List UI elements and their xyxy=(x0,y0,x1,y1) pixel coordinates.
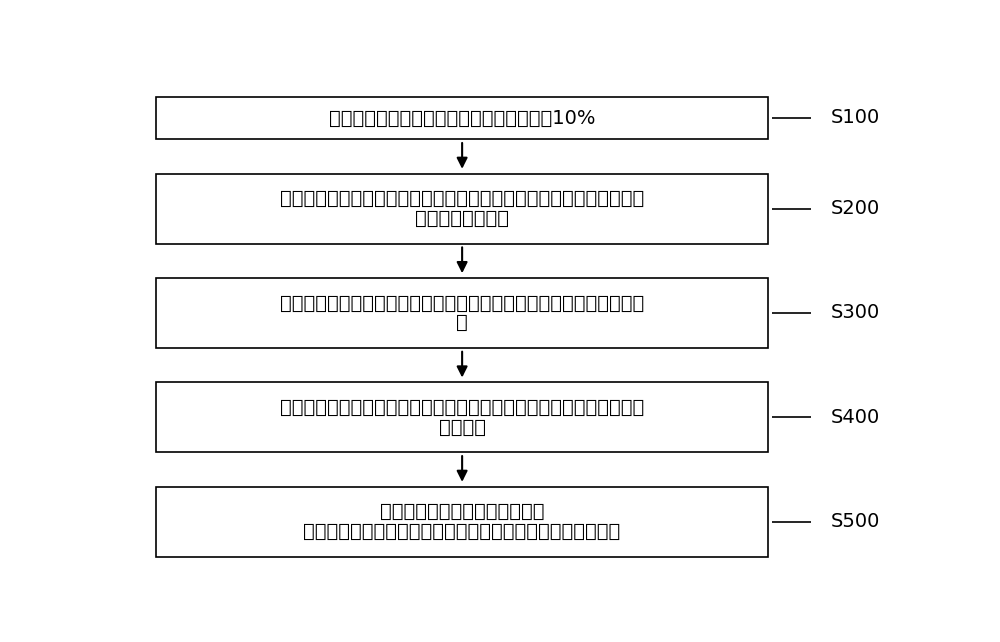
Text: 理: 理 xyxy=(456,313,468,332)
Text: 通过设置不同剂量的电子束对封装后的所述核桃青皮粉末进行辐照预处: 通过设置不同剂量的电子束对封装后的所述核桃青皮粉末进行辐照预处 xyxy=(280,293,644,313)
Text: S200: S200 xyxy=(830,199,880,218)
Text: 对预处理后的所述核桃青皮粉末按照预定条件进行超声提取，获得核桃: 对预处理后的所述核桃青皮粉末按照预定条件进行超声提取，获得核桃 xyxy=(280,398,644,417)
Text: 后，进行均匀封装: 后，进行均匀封装 xyxy=(415,209,509,228)
Text: S100: S100 xyxy=(830,108,880,128)
Text: 对晉晒后的所述核桃青皮进行研磨，控制核桃青皮粉末到预定目数范围: 对晉晒后的所述核桃青皮进行研磨，控制核桃青皮粉末到预定目数范围 xyxy=(280,189,644,208)
Bar xyxy=(156,487,768,557)
Bar xyxy=(156,97,768,139)
Text: S400: S400 xyxy=(830,408,880,427)
Text: S300: S300 xyxy=(830,304,880,322)
Text: 进行冷却、离心、浓缩，干燥，获得核桃青皮中的黄酮提取物: 进行冷却、离心、浓缩，干燥，获得核桃青皮中的黄酮提取物 xyxy=(304,522,621,541)
Text: 对核桃青皮进行清洗、晉晒至水分得率低于10%: 对核桃青皮进行清洗、晉晒至水分得率低于10% xyxy=(329,108,595,128)
Text: S500: S500 xyxy=(830,512,880,531)
Bar xyxy=(156,383,768,452)
Text: 青皮溶液: 青皮溶液 xyxy=(439,417,486,437)
Bar xyxy=(156,173,768,243)
Text: 对超声提取的所述核桃青皮溶液: 对超声提取的所述核桃青皮溶液 xyxy=(380,502,544,521)
Bar xyxy=(156,278,768,348)
